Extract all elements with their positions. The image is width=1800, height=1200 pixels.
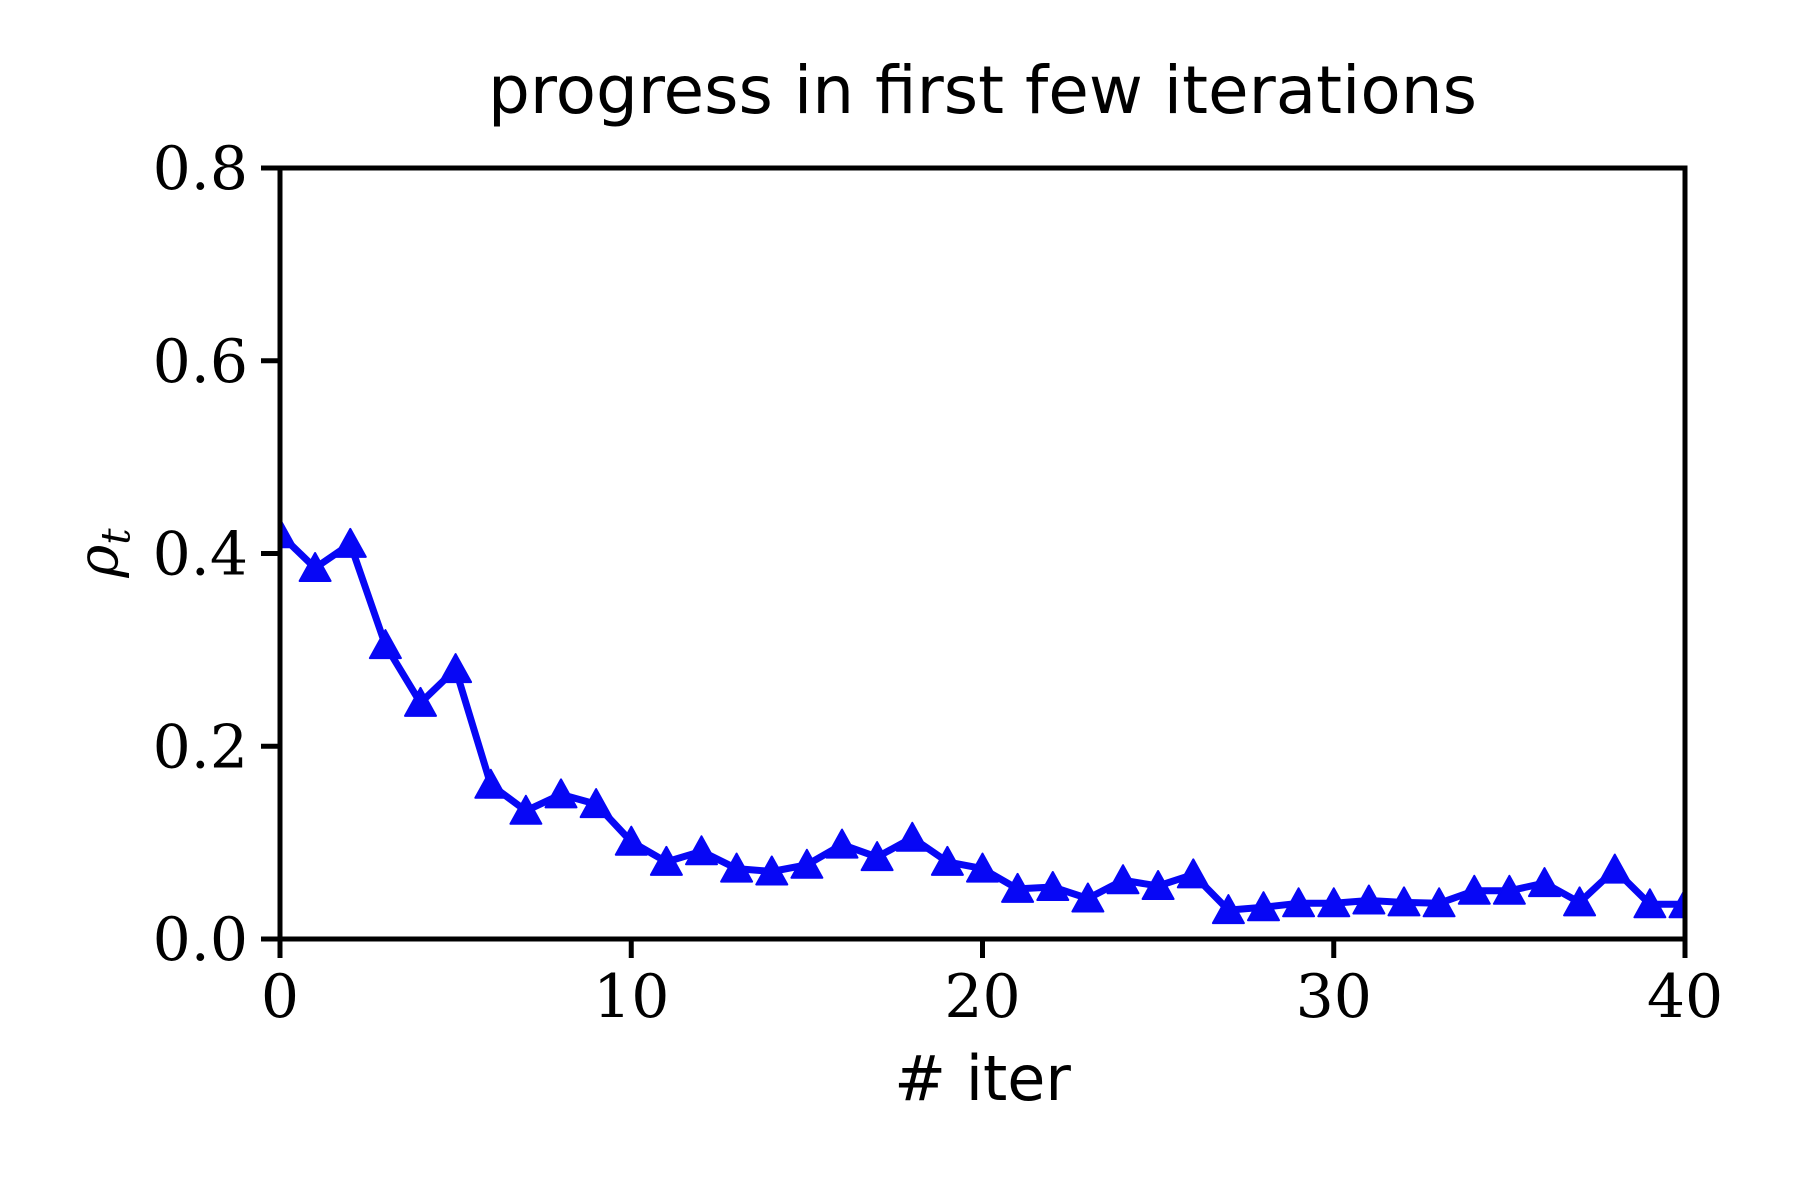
data-point-marker bbox=[404, 686, 437, 717]
y-axis-label-subscript: t bbox=[92, 528, 140, 545]
data-point-marker bbox=[1282, 887, 1316, 918]
x-tick-label: 0 bbox=[261, 962, 299, 1032]
data-point-marker bbox=[966, 852, 999, 883]
y-tick-label: 0.0 bbox=[153, 905, 248, 975]
data-point-marker bbox=[860, 841, 894, 872]
data-point-marker bbox=[544, 778, 578, 809]
y-tick-label: 0.8 bbox=[153, 134, 248, 204]
data-point-marker bbox=[685, 835, 718, 866]
data-point-marker bbox=[1247, 891, 1280, 922]
data-point-marker bbox=[1352, 884, 1386, 915]
data-point-marker bbox=[1528, 867, 1561, 898]
x-tick-label: 20 bbox=[944, 962, 1020, 1032]
data-point-marker bbox=[755, 855, 789, 886]
data-point-marker bbox=[439, 653, 473, 684]
data-point-marker bbox=[298, 552, 332, 582]
data-point-marker bbox=[1598, 853, 1632, 884]
data-point-marker bbox=[368, 629, 402, 660]
y-tick-label: 0.4 bbox=[153, 520, 248, 590]
chart-title: progress in first few iterations bbox=[487, 52, 1477, 129]
data-point-marker bbox=[1387, 886, 1421, 917]
axes-spine bbox=[277, 165, 1688, 942]
data-point-marker bbox=[790, 848, 824, 879]
data-point-marker bbox=[333, 527, 367, 558]
data-point-marker bbox=[509, 794, 543, 825]
x-axis-label: # iter bbox=[894, 1042, 1071, 1115]
data-point-marker bbox=[1176, 858, 1210, 889]
data-point-marker bbox=[1457, 874, 1491, 905]
data-point-marker bbox=[825, 828, 859, 859]
data-point-marker bbox=[1317, 887, 1351, 918]
data-point-marker bbox=[614, 825, 648, 856]
data-point-marker bbox=[1422, 887, 1456, 918]
data-point-marker bbox=[280, 518, 297, 549]
x-tick-label: 30 bbox=[1296, 962, 1372, 1032]
data-point-marker bbox=[1001, 872, 1035, 903]
y-tick-label: 0.2 bbox=[153, 712, 248, 782]
data-point-marker bbox=[1633, 888, 1667, 919]
data-point-marker bbox=[1036, 871, 1070, 901]
data-point-marker bbox=[930, 845, 964, 876]
data-point-marker bbox=[579, 788, 613, 819]
y-axis-label-base: ρ bbox=[66, 544, 132, 578]
data-point-marker bbox=[895, 821, 929, 852]
y-axis-label: ρt bbox=[66, 528, 139, 577]
data-point-marker bbox=[1071, 882, 1105, 913]
x-tick-label: 10 bbox=[593, 962, 669, 1032]
data-point-marker bbox=[1668, 888, 1685, 919]
data-point-marker bbox=[649, 845, 683, 876]
data-point-marker bbox=[1106, 864, 1140, 895]
data-point-marker bbox=[1211, 894, 1245, 925]
y-tick-label: 0.6 bbox=[153, 327, 248, 397]
data-point-marker bbox=[474, 768, 508, 799]
data-point-marker bbox=[1492, 874, 1526, 905]
data-point-marker bbox=[720, 852, 754, 883]
data-point-marker bbox=[1141, 870, 1175, 900]
data-point-marker bbox=[1563, 886, 1597, 917]
x-tick-label: 40 bbox=[1647, 962, 1723, 1032]
